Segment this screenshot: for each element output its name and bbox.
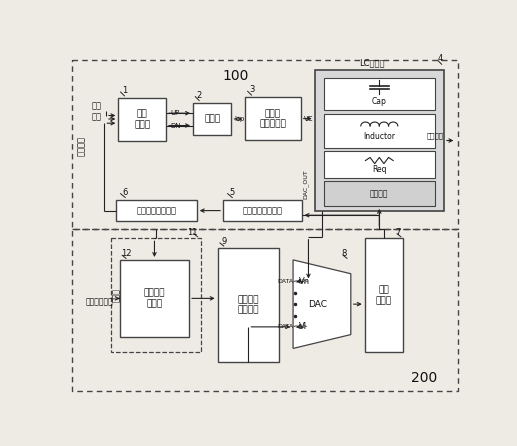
Text: 3: 3	[249, 85, 254, 94]
Text: Vn: Vn	[299, 277, 310, 286]
Bar	[364, 238, 403, 352]
Text: 1: 1	[122, 86, 127, 95]
Bar	[111, 238, 202, 352]
Text: 输出信号: 输出信号	[426, 132, 443, 139]
Text: 可编程小数分频器: 可编程小数分频器	[136, 206, 176, 215]
Bar	[120, 260, 189, 337]
Text: 参考
时钟: 参考 时钟	[92, 102, 102, 121]
Text: 11: 11	[187, 227, 197, 237]
Text: VC: VC	[304, 116, 313, 122]
Text: 6: 6	[123, 188, 128, 197]
Text: Req: Req	[372, 165, 387, 174]
Bar	[118, 98, 166, 140]
Text: 12: 12	[121, 249, 131, 258]
Bar	[246, 97, 301, 140]
Text: 上位机: 上位机	[112, 289, 121, 302]
Text: 后置固定值分频器: 后置固定值分频器	[242, 206, 282, 215]
Text: DAC_OUT: DAC_OUT	[302, 169, 308, 199]
Text: Inductor: Inductor	[363, 132, 396, 141]
Text: 鉴频
鉴相器: 鉴频 鉴相器	[134, 110, 150, 129]
Text: 分频因子
查找表: 分频因子 查找表	[144, 289, 165, 308]
Polygon shape	[293, 260, 351, 348]
Text: 4: 4	[437, 54, 443, 63]
Bar	[324, 151, 435, 178]
Bar	[218, 248, 279, 362]
Text: 7: 7	[396, 227, 401, 237]
Bar	[223, 200, 301, 221]
Bar	[193, 103, 232, 135]
Text: 8: 8	[342, 249, 347, 258]
Text: 2: 2	[196, 91, 202, 99]
Text: Vl: Vl	[299, 322, 307, 331]
Text: UP: UP	[171, 110, 180, 116]
Bar	[315, 70, 444, 211]
Bar	[72, 60, 458, 229]
Bar	[324, 182, 435, 206]
Text: 可配置
环路滤波器: 可配置 环路滤波器	[260, 109, 286, 128]
Text: DAC: DAC	[309, 300, 328, 309]
Text: Icp: Icp	[235, 116, 245, 122]
Bar	[324, 78, 435, 111]
Text: 200: 200	[411, 371, 437, 384]
Text: 5: 5	[230, 188, 235, 197]
Text: LC振荡器: LC振荡器	[359, 58, 384, 67]
Text: 调制信号: 调制信号	[77, 136, 86, 156]
Text: DN: DN	[171, 123, 181, 128]
Text: DATA<0>: DATA<0>	[278, 324, 308, 329]
Text: 偏置电压
产生模块: 偏置电压 产生模块	[238, 295, 259, 314]
Text: 电荷泵: 电荷泵	[204, 115, 220, 124]
Text: 信道选择信号: 信道选择信号	[86, 298, 114, 307]
Bar	[116, 200, 197, 221]
Text: 100: 100	[222, 69, 249, 83]
Bar	[324, 114, 435, 148]
Text: DATA<N>: DATA<N>	[278, 279, 309, 284]
Text: 9: 9	[221, 237, 226, 246]
Text: Cap: Cap	[372, 97, 387, 106]
Bar	[72, 229, 458, 391]
Text: 调频
调制器: 调频 调制器	[376, 285, 392, 305]
Text: 调制电容: 调制电容	[370, 189, 389, 198]
